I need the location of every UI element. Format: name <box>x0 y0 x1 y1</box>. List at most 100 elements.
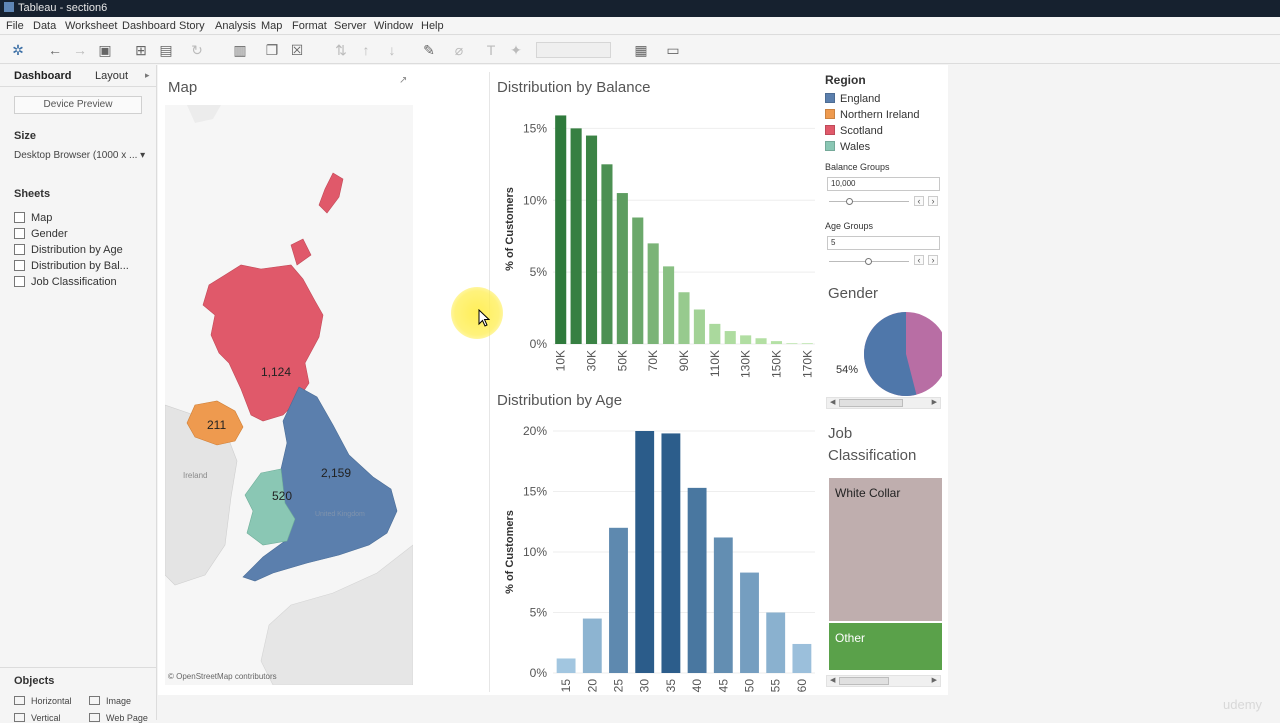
menu-story[interactable]: Story <box>179 20 205 32</box>
pie-slice-male[interactable] <box>864 312 917 396</box>
legend-item-scotland[interactable]: Scotland <box>825 123 920 139</box>
balance-slider-knob[interactable] <box>846 198 853 205</box>
bar-160K[interactable] <box>786 343 798 344</box>
sort-descending-icon[interactable]: ↓ <box>388 42 396 58</box>
menu-worksheet[interactable]: Worksheet <box>65 20 118 32</box>
age-slider-knob[interactable] <box>865 258 872 265</box>
clear-sheet-icon[interactable]: ☒ <box>290 42 304 58</box>
scroll-left-icon[interactable]: ◀ <box>830 399 836 406</box>
wales-region[interactable] <box>244 468 296 546</box>
bar-25[interactable] <box>609 527 628 673</box>
group-icon[interactable]: ⌀ <box>454 42 464 58</box>
chevron-left-icon[interactable]: ‹ <box>914 196 924 206</box>
menu-analysis[interactable]: Analysis <box>215 20 256 32</box>
menu-server[interactable]: Server <box>334 20 367 32</box>
gender-pie[interactable]: 54% <box>826 308 942 400</box>
object-image[interactable]: Image <box>89 696 131 706</box>
bar-20K[interactable] <box>570 128 582 344</box>
bar-130K[interactable] <box>740 335 752 344</box>
sheet-item-gender[interactable]: Gender <box>14 228 68 240</box>
bar-40[interactable] <box>687 487 707 673</box>
menu-dashboard[interactable]: Dashboard <box>122 20 176 32</box>
tab-layout[interactable]: Layout <box>95 70 129 82</box>
bar-60[interactable] <box>792 643 812 673</box>
treemap-other[interactable] <box>829 623 942 670</box>
highlight-icon[interactable]: ✎ <box>423 42 435 58</box>
menu-map[interactable]: Map <box>261 20 283 32</box>
bar-90K[interactable] <box>678 292 690 344</box>
balance-groups-slider[interactable] <box>829 201 909 202</box>
size-dropdown[interactable]: Desktop Browser (1000 x ... ▾ <box>14 150 146 161</box>
sheet-item-map[interactable]: Map <box>14 212 52 224</box>
save-icon[interactable]: ▣ <box>98 42 112 58</box>
balance-groups-input[interactable]: 10,000 <box>827 177 940 191</box>
refresh-icon[interactable]: ↻ <box>191 42 203 58</box>
orkney-shape[interactable] <box>290 238 312 266</box>
bar-80K[interactable] <box>663 266 675 344</box>
undo-icon[interactable]: ← <box>48 42 62 58</box>
treemap-white-collar[interactable] <box>829 478 942 621</box>
bar-45[interactable] <box>713 537 733 673</box>
new-sheet-icon[interactable]: ▥ <box>233 42 247 58</box>
sheet-item-distribution-by-balance[interactable]: Distribution by Bal... <box>14 260 129 272</box>
scroll-left-icon[interactable]: ◀ <box>830 677 836 684</box>
sheet-item-distribution-by-age[interactable]: Distribution by Age <box>14 244 123 256</box>
shetland-shape[interactable] <box>318 172 344 214</box>
legend-item-wales[interactable]: Wales <box>825 139 920 155</box>
sort-ascending-icon[interactable]: ↑ <box>362 42 370 58</box>
map-svg[interactable]: 1,124 211 2,159 520 Ireland United Kingd… <box>165 105 413 685</box>
object-web-page[interactable]: Web Page <box>89 713 148 723</box>
bar-50K[interactable] <box>616 193 628 344</box>
bar-110K[interactable] <box>709 323 721 344</box>
chevron-left-icon[interactable]: ‹ <box>914 255 924 265</box>
scroll-right-icon[interactable]: ▶ <box>931 399 937 406</box>
bar-30K[interactable] <box>585 135 598 344</box>
tab-dashboard[interactable]: Dashboard <box>14 70 72 82</box>
swap-icon[interactable]: ⇅ <box>335 42 347 58</box>
chevron-right-icon[interactable]: › <box>928 255 938 265</box>
pin-icon[interactable]: ✦ <box>510 42 522 58</box>
device-preview-button[interactable]: Device Preview <box>14 96 142 114</box>
legend-item-england[interactable]: England <box>825 91 920 107</box>
gender-scrollbar[interactable]: ◀ ▶ <box>826 397 941 409</box>
age-groups-input[interactable]: 5 <box>827 236 940 250</box>
age-chart[interactable]: 0% 5% 10% 15% 20% % of Customers 15 20 25 30 35 40 4… <box>497 420 819 696</box>
show-me-icon[interactable]: ▦ <box>634 42 648 58</box>
balance-chart[interactable]: 0% 5% 10% 15% % of Customers 10K 30K 50K 70K 90K 1… <box>497 108 819 390</box>
northern-ireland-region[interactable] <box>186 400 244 446</box>
tableau-logo-icon[interactable]: ✲ <box>12 42 24 58</box>
labels-icon[interactable]: T <box>486 42 496 58</box>
job-scrollbar[interactable]: ◀ ▶ <box>826 675 941 687</box>
menu-help[interactable]: Help <box>421 20 444 32</box>
bar-60K[interactable] <box>632 217 644 345</box>
chevron-right-icon[interactable]: › <box>928 196 938 206</box>
scroll-thumb[interactable] <box>839 677 889 685</box>
scotland-region[interactable] <box>202 264 324 422</box>
menu-data[interactable]: Data <box>33 20 57 32</box>
object-vertical[interactable]: Vertical <box>14 713 61 723</box>
bar-150K[interactable] <box>770 341 783 344</box>
presentation-mode-icon[interactable]: ▭ <box>666 42 680 58</box>
bar-35[interactable] <box>661 433 681 673</box>
bar-40K[interactable] <box>601 164 613 344</box>
bar-55[interactable] <box>766 612 786 674</box>
bar-50[interactable] <box>740 572 759 673</box>
duplicate-sheet-icon[interactable]: ❐ <box>265 42 279 58</box>
menu-file[interactable]: File <box>6 20 24 32</box>
fit-select[interactable] <box>536 42 611 58</box>
bar-120K[interactable] <box>724 331 736 344</box>
scroll-thumb[interactable] <box>839 399 903 407</box>
bar-100K[interactable] <box>693 309 705 345</box>
menu-window[interactable]: Window <box>374 20 414 32</box>
external-link-icon[interactable]: ↗ <box>399 75 408 86</box>
redo-icon[interactable]: → <box>73 42 87 58</box>
bar-30[interactable] <box>635 431 655 673</box>
scroll-right-icon[interactable]: ▶ <box>931 677 937 684</box>
sheet-item-job-classification[interactable]: Job Classification <box>14 276 117 288</box>
bar-140K[interactable] <box>755 338 767 344</box>
object-horizontal[interactable]: Horizontal <box>14 696 72 706</box>
panel-menu-icon[interactable]: ▸ <box>145 70 150 80</box>
legend-item-northern-ireland[interactable]: Northern Ireland <box>825 107 920 123</box>
pause-updates-icon[interactable]: ▤ <box>159 42 173 58</box>
bar-10K[interactable] <box>555 115 567 344</box>
